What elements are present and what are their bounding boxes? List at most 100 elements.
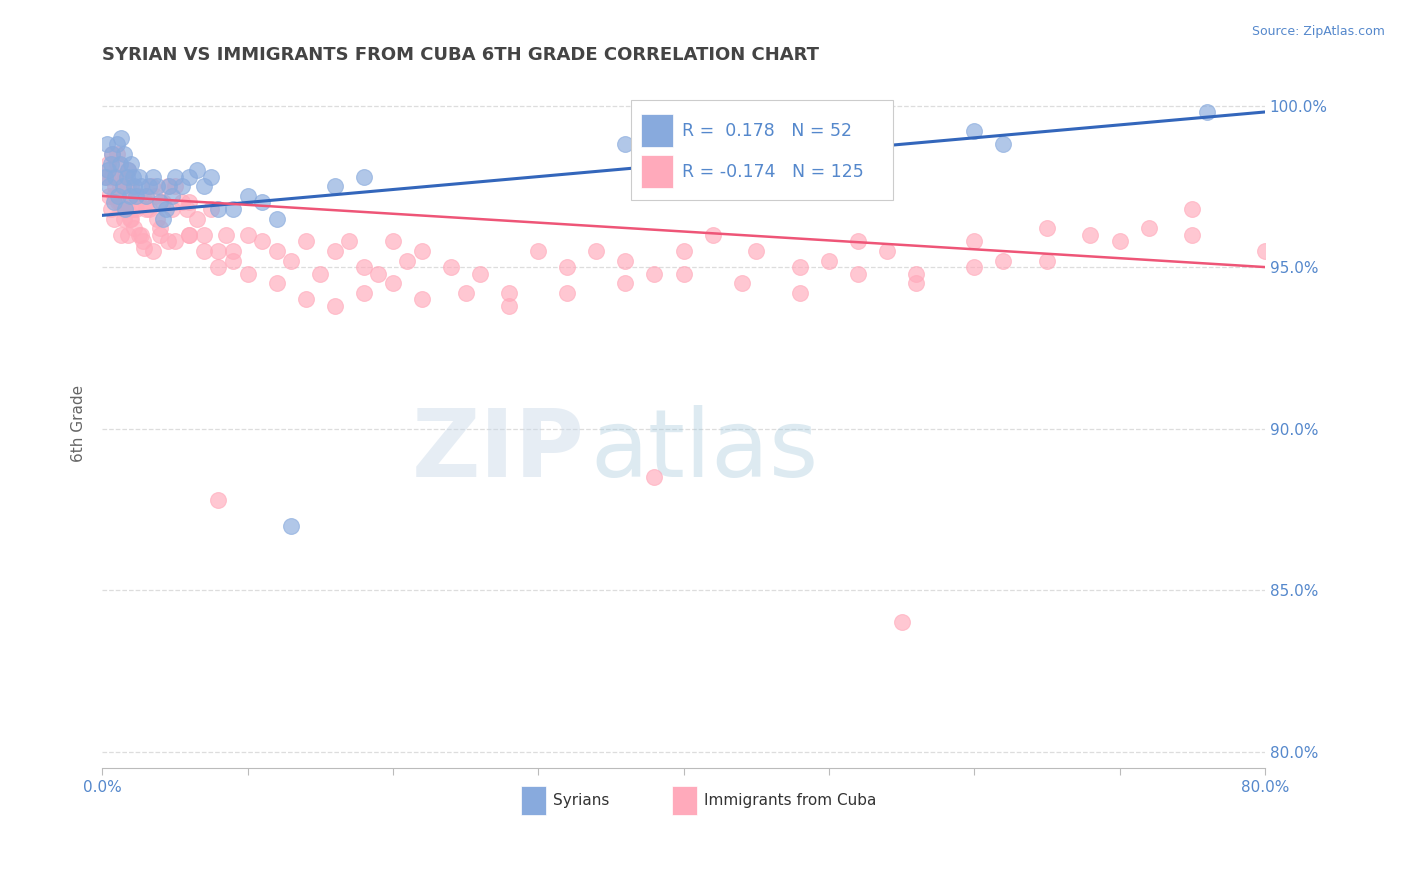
Point — [905, 267, 928, 281]
Point — [132, 234, 155, 248]
Bar — [641, 155, 673, 188]
Point — [818, 253, 841, 268]
Point — [172, 179, 194, 194]
Point — [527, 244, 550, 258]
Point — [1036, 221, 1059, 235]
Point — [236, 189, 259, 203]
Point — [152, 195, 174, 210]
Point — [103, 195, 125, 210]
Point — [149, 221, 172, 235]
Point — [110, 227, 132, 242]
Point — [294, 234, 316, 248]
Point — [135, 202, 157, 216]
Point — [905, 277, 928, 291]
Point — [111, 179, 134, 194]
Point — [1254, 244, 1277, 258]
Point — [1195, 105, 1218, 120]
Point — [98, 179, 121, 194]
Point — [120, 211, 142, 226]
Point — [215, 227, 238, 242]
Point — [1108, 234, 1130, 248]
Point — [614, 137, 637, 152]
Point — [614, 277, 637, 291]
Bar — [520, 786, 547, 814]
Y-axis label: 6th Grade: 6th Grade — [72, 385, 86, 462]
Point — [250, 195, 273, 210]
Point — [120, 156, 142, 170]
Point — [110, 131, 132, 145]
Point — [179, 195, 201, 210]
Point — [222, 244, 245, 258]
Point — [381, 234, 404, 248]
FancyBboxPatch shape — [631, 100, 893, 200]
Point — [193, 227, 215, 242]
Point — [176, 202, 198, 216]
Point — [266, 211, 288, 226]
Point — [108, 169, 131, 184]
Point — [745, 244, 768, 258]
Point — [134, 241, 156, 255]
Text: R = -0.174   N = 125: R = -0.174 N = 125 — [682, 163, 865, 181]
Point — [138, 179, 160, 194]
Point — [122, 179, 145, 194]
Point — [143, 189, 166, 203]
Point — [112, 211, 135, 226]
Point — [993, 253, 1015, 268]
Point — [323, 244, 346, 258]
Point — [353, 169, 375, 184]
Point — [207, 492, 229, 507]
Point — [411, 244, 433, 258]
Point — [280, 518, 302, 533]
Point — [789, 260, 811, 274]
Point — [309, 267, 332, 281]
Point — [103, 211, 125, 226]
Point — [890, 615, 912, 630]
Text: atlas: atlas — [591, 405, 818, 497]
Point — [114, 169, 136, 184]
Point — [186, 211, 208, 226]
Point — [160, 202, 183, 216]
Point — [142, 244, 165, 258]
Point — [100, 169, 122, 184]
Point — [207, 202, 229, 216]
Point — [156, 179, 179, 194]
Point — [155, 202, 177, 216]
Point — [135, 189, 157, 203]
Point — [131, 227, 153, 242]
Point — [112, 202, 135, 216]
Point — [186, 163, 208, 178]
Text: ZIP: ZIP — [412, 405, 585, 497]
Point — [117, 163, 139, 178]
Bar — [641, 114, 673, 147]
Point — [353, 260, 375, 274]
Point — [121, 169, 143, 184]
Point — [157, 179, 180, 194]
Point — [702, 227, 724, 242]
Point — [111, 179, 134, 194]
Point — [121, 202, 143, 216]
Point — [128, 189, 150, 203]
Point — [112, 147, 135, 161]
Point — [114, 202, 136, 216]
Point — [353, 285, 375, 300]
Point — [323, 179, 346, 194]
Point — [105, 156, 128, 170]
Point — [172, 195, 194, 210]
Point — [643, 470, 665, 484]
Point — [1181, 227, 1204, 242]
Point — [555, 260, 578, 274]
Point — [200, 169, 222, 184]
Point — [124, 202, 146, 216]
Point — [280, 253, 302, 268]
Point — [411, 293, 433, 307]
Point — [163, 234, 186, 248]
Point — [104, 179, 127, 194]
Point — [108, 156, 131, 170]
Point — [396, 253, 419, 268]
Point — [117, 163, 139, 178]
Point — [731, 277, 754, 291]
Point — [142, 169, 165, 184]
Point — [163, 179, 186, 194]
Point — [108, 179, 131, 194]
Point — [108, 195, 131, 210]
